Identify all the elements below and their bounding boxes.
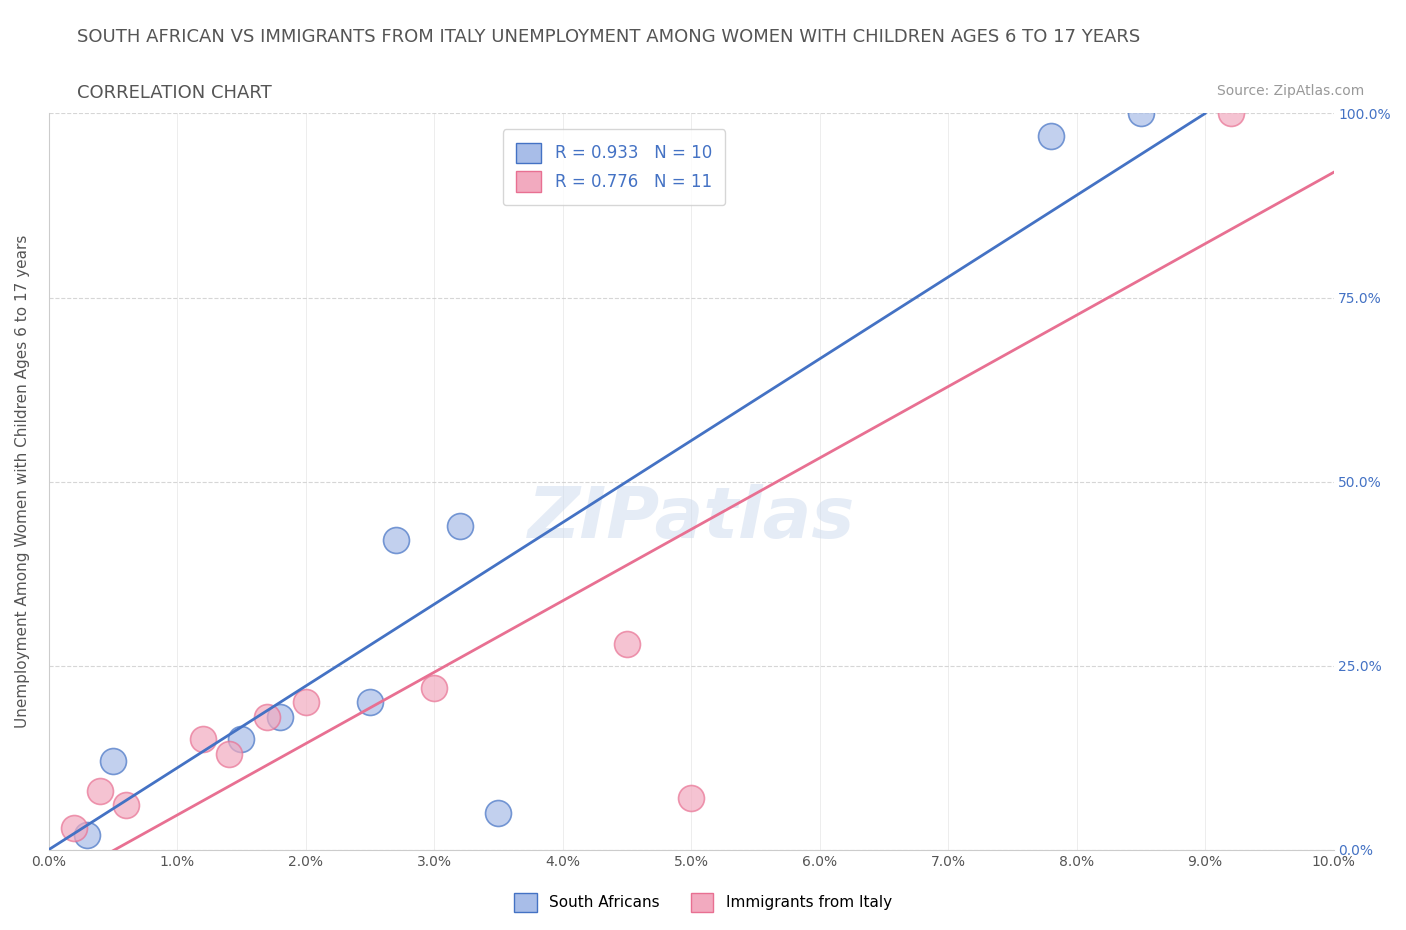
Point [616,636,638,651]
Text: SOUTH AFRICAN VS IMMIGRANTS FROM ITALY UNEMPLOYMENT AMONG WOMEN WITH CHILDREN AG: SOUTH AFRICAN VS IMMIGRANTS FROM ITALY U… [77,28,1140,46]
Y-axis label: Unemployment Among Women with Children Ages 6 to 17 years: Unemployment Among Women with Children A… [15,235,30,728]
Point [76,828,98,843]
Point [486,805,509,820]
Point [89,783,111,798]
Point [256,710,278,724]
Point [269,710,291,724]
Point [1129,106,1152,121]
Text: Source: ZipAtlas.com: Source: ZipAtlas.com [1216,84,1364,98]
Point [191,732,214,747]
Point [449,518,471,533]
Point [63,820,86,835]
Point [218,747,240,762]
Point [231,732,253,747]
Legend: South Africans, Immigrants from Italy: South Africans, Immigrants from Italy [508,887,898,918]
Point [359,695,381,710]
Point [114,798,136,813]
Legend: R = 0.933   N = 10, R = 0.776   N = 11: R = 0.933 N = 10, R = 0.776 N = 11 [503,129,725,205]
Point [294,695,316,710]
Point [681,790,703,805]
Text: ZIPatlas: ZIPatlas [527,484,855,552]
Text: CORRELATION CHART: CORRELATION CHART [77,84,273,101]
Point [1039,128,1062,143]
Point [423,680,446,695]
Point [101,754,124,769]
Point [384,533,406,548]
Point [1219,106,1241,121]
